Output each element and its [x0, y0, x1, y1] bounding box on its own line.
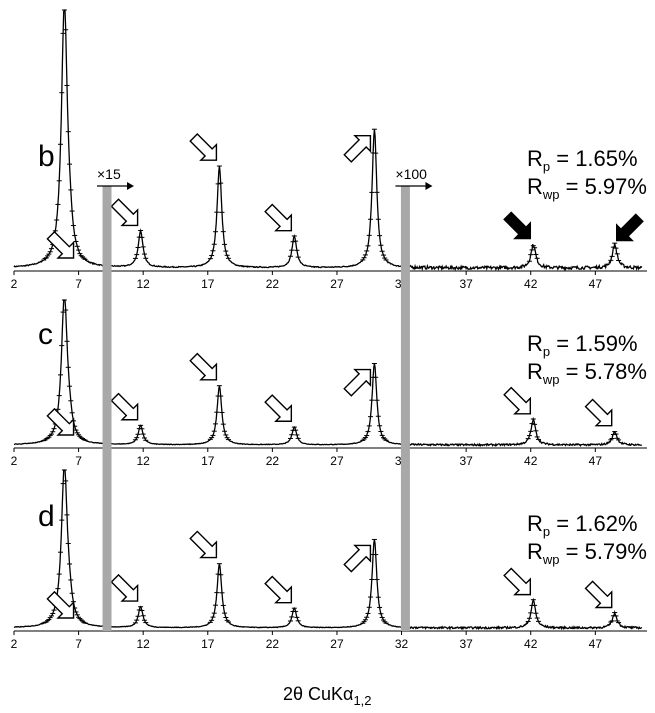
- hollow-arrow-icon: [110, 198, 139, 227]
- hollow-arrow-icon: [503, 386, 532, 415]
- x-tick-label: 42: [524, 277, 538, 291]
- scale-factor-label: ×15: [97, 166, 121, 182]
- filled-arrow-icon: [503, 211, 532, 240]
- overlays-group: ×15 ×100: [97, 166, 433, 631]
- hollow-arrow-icon-shape: [584, 580, 613, 609]
- x-tick-label: 47: [589, 454, 603, 468]
- hollow-arrow-icon: [46, 590, 75, 619]
- x-tick-label: 42: [524, 454, 538, 468]
- hollow-arrow-icon: [189, 133, 218, 161]
- scale-change-bar: [400, 186, 410, 631]
- panels-group: 271217222732374247bRp = 1.65%Rwp = 5.97%…: [11, 9, 647, 651]
- hollow-arrow-icon-shape: [110, 573, 139, 602]
- hollow-arrow-icon-shape: [343, 134, 372, 163]
- hollow-arrow-icon: [503, 567, 532, 596]
- x-tick-label: 7: [75, 454, 82, 468]
- rp-text: Rp = 1.59%: [527, 331, 638, 359]
- hollow-arrow-icon-shape: [343, 544, 372, 573]
- filled-arrow-icon-shape: [503, 211, 532, 240]
- x-tick-label: 12: [137, 637, 151, 651]
- scale-change-bar: [102, 186, 112, 631]
- hollow-arrow-icon-shape: [343, 368, 372, 397]
- scale-factor-arrowhead: [127, 182, 135, 190]
- rp-text: Rp = 1.62%: [527, 511, 638, 539]
- hollow-arrow-icon-shape: [189, 530, 218, 559]
- rwp-text: Rwp = 5.97%: [527, 174, 647, 202]
- x-tick-label: 22: [266, 454, 280, 468]
- hollow-arrow-icon: [264, 394, 293, 422]
- rwp-text: Rwp = 5.79%: [527, 539, 647, 567]
- x-tick-label: 27: [330, 637, 344, 651]
- hollow-arrow-icon-shape: [189, 352, 218, 381]
- x-tick-label: 42: [524, 637, 538, 651]
- hollow-arrow-icon: [584, 398, 613, 427]
- hollow-arrow-icon: [46, 407, 75, 436]
- x-tick-label: 12: [137, 454, 151, 468]
- hollow-arrow-icon: [343, 368, 372, 397]
- x-tick-label: 2: [11, 637, 18, 651]
- x-tick-label: 12: [137, 277, 151, 291]
- hollow-arrow-icon: [189, 352, 218, 381]
- x-tick-label: 37: [459, 454, 473, 468]
- hollow-arrow-icon-shape: [264, 394, 293, 422]
- x-tick-label: 22: [266, 277, 280, 291]
- hollow-arrow-icon-shape: [46, 590, 75, 619]
- hollow-arrow-icon: [343, 544, 372, 573]
- scale-factor-label: ×100: [395, 166, 427, 182]
- hollow-arrow-icon-shape: [46, 230, 75, 259]
- x-tick-label: 22: [266, 637, 280, 651]
- hollow-arrow-icon: [110, 573, 139, 602]
- x-tick-label: 37: [459, 277, 473, 291]
- filled-arrow-icon: [616, 213, 644, 242]
- hollow-arrow-icon: [584, 580, 613, 609]
- hollow-arrow-icon-shape: [46, 407, 75, 436]
- x-tick-label: 17: [201, 454, 215, 468]
- hollow-arrow-icon-shape: [189, 133, 218, 161]
- hollow-arrow-icon: [264, 575, 293, 604]
- hollow-arrow-icon-shape: [264, 575, 293, 604]
- x-tick-label: 32: [395, 637, 409, 651]
- x-tick-label: 27: [330, 454, 344, 468]
- rwp-text: Rwp = 5.78%: [527, 359, 647, 387]
- x-axis-label-subscript: 1,2: [353, 693, 371, 708]
- hollow-arrow-icon-shape: [503, 386, 532, 415]
- rp-text: Rp = 1.65%: [527, 146, 638, 174]
- x-tick-label: 7: [75, 277, 82, 291]
- x-tick-label: 2: [11, 454, 18, 468]
- x-tick-label: 47: [589, 637, 603, 651]
- panel-b: 271217222732374247bRp = 1.65%Rwp = 5.97%: [11, 9, 647, 291]
- scale-factor-arrowhead: [425, 182, 433, 190]
- x-tick-label: 7: [75, 637, 82, 651]
- hollow-arrow-icon: [46, 230, 75, 259]
- x-tick-label: 17: [201, 277, 215, 291]
- panel-letter: c: [38, 318, 53, 351]
- panel-c: 271217222732374247cRp = 1.59%Rwp = 5.78%: [11, 299, 647, 468]
- hollow-arrow-icon-shape: [264, 203, 293, 232]
- x-axis-label: 2θ CuKα1,2: [283, 684, 372, 708]
- x-tick-label: 37: [459, 637, 473, 651]
- x-tick-label: 47: [589, 277, 603, 291]
- hollow-arrow-icon-shape: [503, 567, 532, 596]
- hollow-arrow-icon: [264, 203, 293, 232]
- hollow-arrow-icon: [343, 134, 372, 163]
- hollow-arrow-icon: [189, 530, 218, 559]
- x-tick-label: 17: [201, 637, 215, 651]
- hollow-arrow-icon-shape: [110, 198, 139, 227]
- hollow-arrow-icon: [110, 392, 139, 421]
- x-tick-label: 27: [330, 277, 344, 291]
- hollow-arrow-icon-shape: [584, 398, 613, 427]
- panel-letter: b: [38, 140, 55, 173]
- x-tick-label: 2: [11, 277, 18, 291]
- hollow-arrow-icon-shape: [110, 392, 139, 421]
- panel-d: 2 7 12 17 22 27 32 37 42 47d Rp = 1.62%Rwp = 5.79%: [11, 469, 647, 651]
- panel-letter: d: [38, 500, 55, 533]
- filled-arrow-shape: [616, 213, 644, 242]
